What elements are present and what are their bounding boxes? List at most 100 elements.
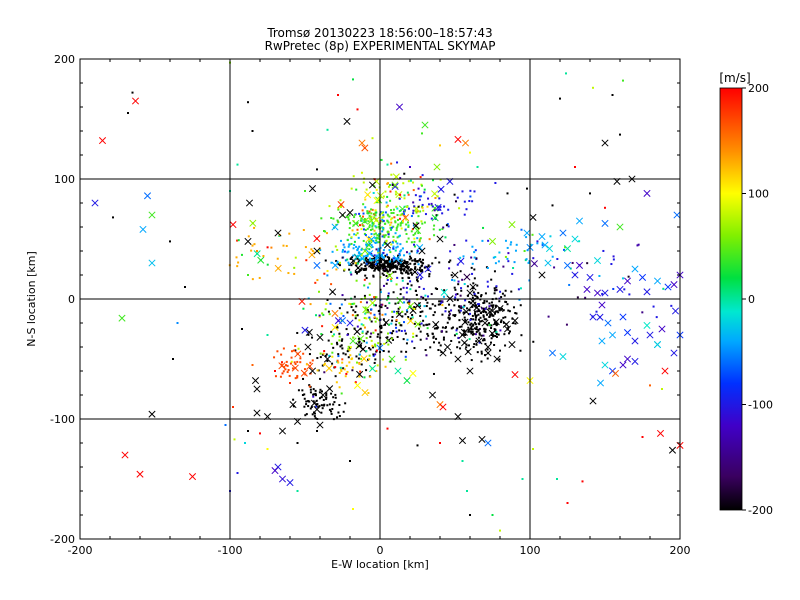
data-point-x	[368, 181, 377, 189]
data-point-dot	[318, 315, 321, 318]
data-point-dot	[349, 221, 352, 224]
data-point-dot	[373, 343, 376, 346]
data-point-dot	[360, 228, 363, 231]
data-point-dot	[393, 216, 396, 219]
data-point-dot	[305, 403, 308, 406]
data-point-dot	[486, 348, 489, 351]
data-point-dot	[370, 332, 373, 335]
data-point-dot	[463, 213, 466, 216]
data-point-dot	[416, 260, 419, 263]
data-point-dot	[235, 256, 238, 259]
data-point-x	[409, 369, 417, 377]
data-point-dot	[301, 394, 304, 397]
data-point-dot	[492, 335, 495, 338]
data-point-x	[623, 329, 632, 337]
data-point-dot	[347, 261, 350, 264]
data-point-dot	[360, 217, 363, 220]
data-point-x	[316, 421, 324, 429]
data-point-x	[454, 135, 462, 143]
data-point-dot	[441, 330, 444, 333]
data-point-dot	[384, 266, 387, 269]
data-point-dot	[486, 285, 489, 288]
data-point-dot	[421, 132, 423, 135]
data-point-dot	[352, 336, 355, 339]
data-point-dot	[420, 195, 423, 198]
data-point-dot	[532, 340, 535, 343]
data-point-dot	[467, 344, 470, 347]
data-point-dot	[316, 369, 319, 372]
data-point-dot	[364, 312, 367, 315]
data-point-dot	[305, 400, 308, 403]
data-point-dot	[454, 200, 457, 203]
data-point-dot	[487, 239, 490, 242]
data-point-dot	[438, 205, 441, 208]
data-point-dot	[493, 270, 496, 273]
data-point-dot	[313, 415, 316, 418]
data-point-dot	[370, 215, 373, 218]
data-point-dot	[494, 255, 497, 258]
data-point-dot	[338, 386, 341, 389]
data-point-dot	[311, 413, 314, 416]
data-point-dot	[520, 228, 523, 231]
data-point-dot	[352, 175, 355, 178]
data-point-dot	[428, 273, 431, 276]
data-point-x	[136, 470, 144, 478]
data-point-dot	[433, 341, 436, 344]
data-point-dot	[454, 314, 457, 317]
data-point-dot	[388, 302, 391, 305]
data-point-dot	[404, 332, 407, 335]
data-point-dot	[485, 300, 488, 303]
data-point-dot	[581, 480, 584, 483]
data-point-dot	[365, 277, 368, 280]
data-point-dot	[305, 413, 308, 416]
data-point-dot	[403, 194, 406, 197]
data-point-dot	[472, 282, 475, 285]
data-point-dot	[444, 236, 447, 239]
data-point-dot	[366, 330, 369, 333]
data-point-dot	[470, 266, 473, 269]
data-point-dot	[553, 266, 556, 269]
data-point-x	[466, 367, 474, 375]
data-point-x	[598, 337, 606, 345]
data-point-dot	[463, 283, 466, 286]
data-point-dot	[398, 234, 401, 237]
data-point-dot	[387, 233, 390, 236]
data-point-x	[424, 265, 432, 273]
data-point-x	[437, 185, 445, 193]
data-point-dot	[486, 280, 489, 283]
data-point-x	[308, 367, 317, 375]
data-point-x	[434, 203, 442, 212]
data-point-dot	[365, 341, 368, 344]
data-point-dot	[368, 224, 371, 227]
data-point-x	[118, 314, 126, 322]
data-point-dot	[622, 79, 624, 82]
data-point-dot	[434, 196, 437, 199]
data-point-dot	[439, 344, 442, 347]
data-point-dot	[484, 292, 487, 295]
data-point-dot	[373, 254, 376, 257]
data-point-x	[308, 185, 317, 193]
data-point-dot	[383, 236, 386, 239]
data-point-dot	[461, 278, 464, 281]
data-point-x	[396, 296, 404, 304]
data-point-dot	[419, 330, 422, 333]
data-point-dot	[462, 255, 465, 258]
data-point-dot	[392, 239, 395, 242]
data-point-dot	[400, 350, 403, 353]
data-point-dot	[335, 341, 338, 344]
data-point-dot	[414, 258, 417, 261]
data-point-dot	[328, 205, 331, 208]
data-point-dot	[402, 182, 405, 185]
data-point-dot	[456, 327, 459, 330]
data-point-dot	[428, 275, 431, 278]
data-point-dot	[371, 222, 374, 225]
data-point-dot	[349, 271, 352, 274]
data-point-dot	[392, 262, 395, 265]
data-point-dot	[454, 296, 457, 299]
data-point-dot	[351, 302, 354, 305]
data-point-x	[623, 355, 632, 363]
data-point-dot	[349, 460, 351, 462]
data-point-dot	[471, 287, 474, 290]
data-point-dot	[447, 225, 450, 228]
data-point-x	[323, 355, 332, 363]
